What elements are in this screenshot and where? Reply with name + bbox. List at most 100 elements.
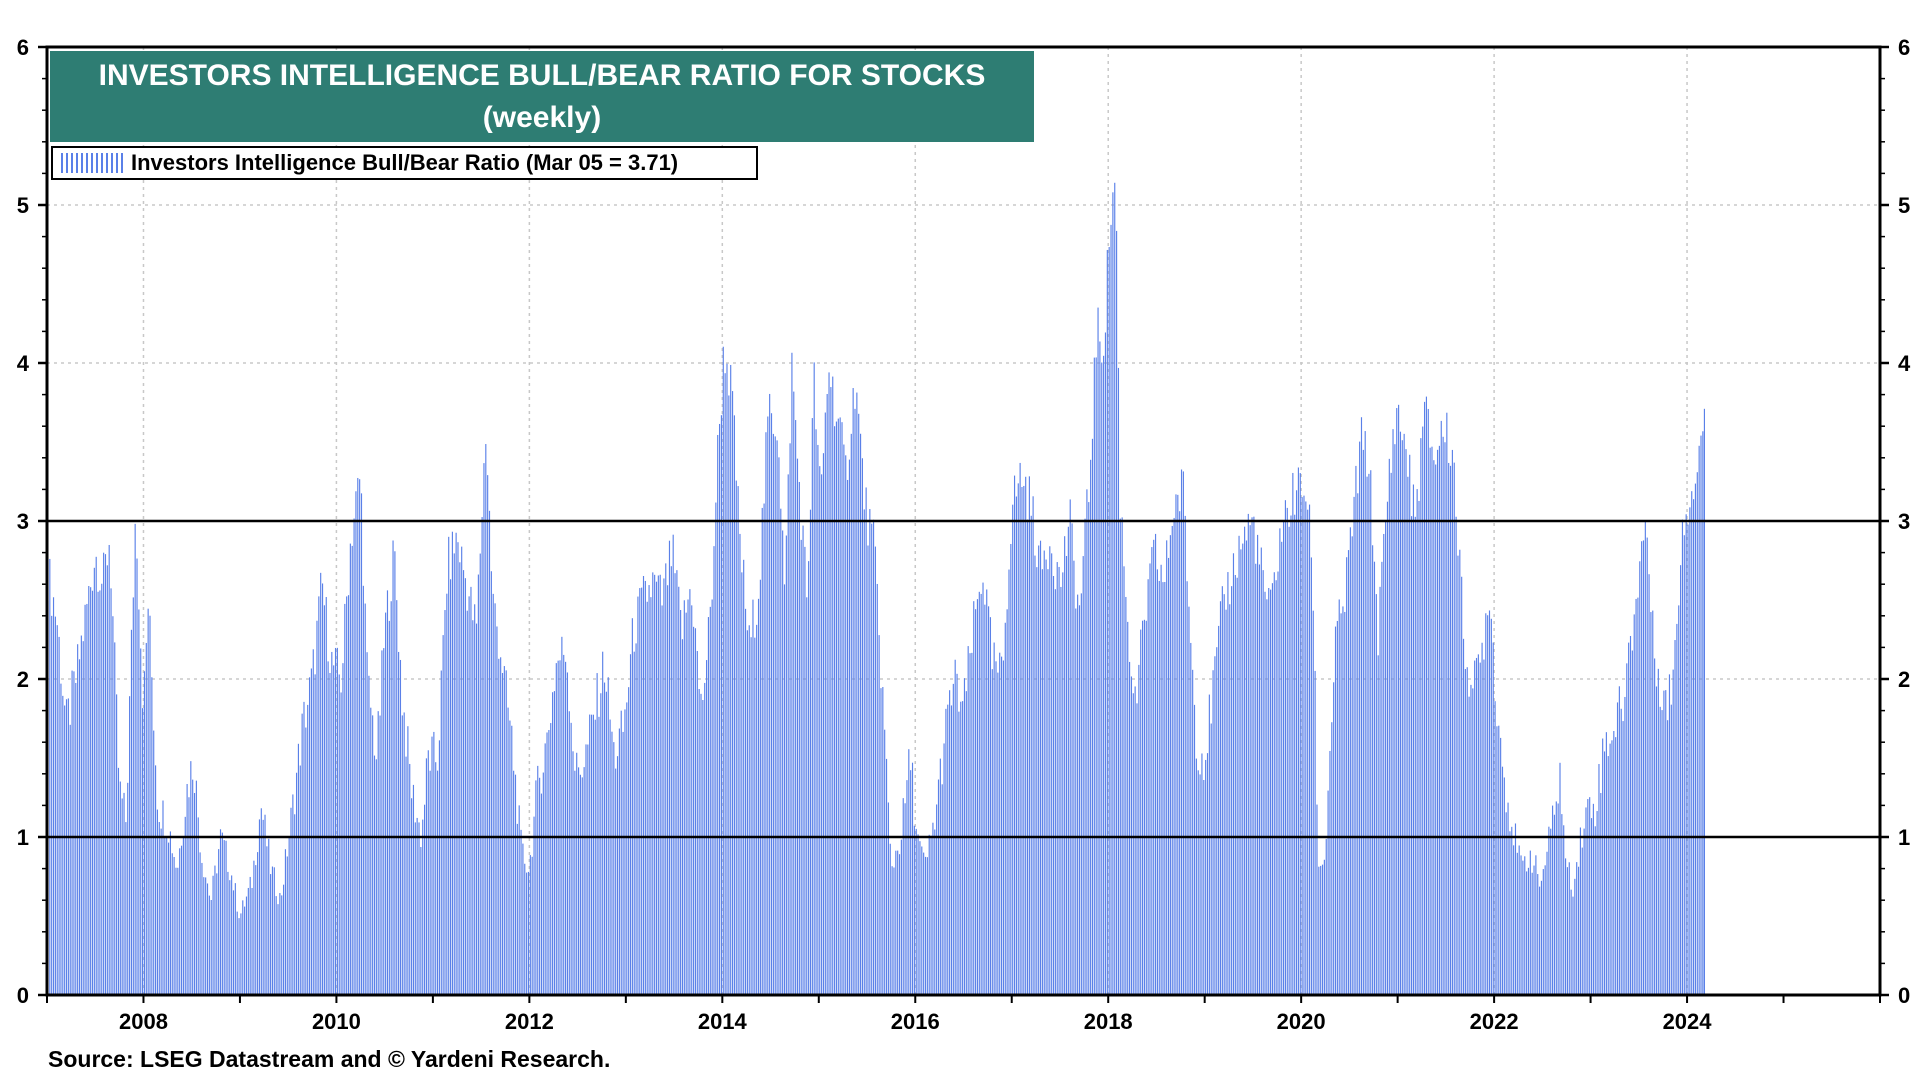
bar bbox=[835, 421, 838, 996]
bar bbox=[1626, 663, 1628, 995]
bar bbox=[982, 582, 984, 995]
bar bbox=[1416, 489, 1418, 995]
bar bbox=[1576, 862, 1578, 995]
bar bbox=[179, 848, 181, 995]
bar bbox=[1557, 803, 1559, 995]
bar bbox=[1153, 539, 1155, 995]
bar bbox=[1652, 610, 1654, 995]
bar bbox=[1077, 594, 1079, 995]
bar bbox=[1372, 545, 1374, 995]
bar bbox=[1149, 563, 1151, 995]
bar bbox=[310, 668, 312, 995]
bar bbox=[82, 641, 84, 995]
bar bbox=[1544, 865, 1546, 995]
bar bbox=[1639, 561, 1641, 995]
bar bbox=[479, 553, 481, 995]
bar bbox=[1650, 612, 1652, 995]
bar bbox=[1566, 867, 1569, 995]
bar bbox=[1418, 500, 1420, 995]
bar bbox=[1459, 549, 1461, 995]
bar bbox=[156, 809, 159, 995]
bar bbox=[934, 829, 936, 995]
bar bbox=[357, 477, 359, 995]
bar bbox=[1637, 597, 1639, 995]
bar bbox=[223, 840, 225, 995]
bar bbox=[637, 596, 639, 995]
bar bbox=[548, 730, 550, 995]
bar bbox=[693, 626, 695, 995]
bar bbox=[1214, 656, 1216, 995]
bar bbox=[398, 651, 400, 995]
bar bbox=[180, 845, 183, 995]
bar bbox=[1321, 864, 1324, 995]
bar bbox=[297, 743, 300, 995]
bar bbox=[1179, 511, 1181, 995]
bar bbox=[962, 701, 964, 995]
bar bbox=[1182, 471, 1184, 995]
bar bbox=[1355, 465, 1357, 996]
bar bbox=[1104, 332, 1107, 995]
bar bbox=[1440, 420, 1442, 995]
bar bbox=[347, 595, 350, 995]
legend-swatch bbox=[61, 153, 123, 173]
bar bbox=[1483, 659, 1485, 995]
bar bbox=[1405, 449, 1407, 995]
bar bbox=[373, 755, 376, 995]
bar bbox=[885, 758, 888, 995]
bar bbox=[748, 625, 750, 995]
bar bbox=[424, 804, 426, 995]
bar bbox=[218, 849, 220, 995]
bar bbox=[995, 661, 997, 995]
bar bbox=[960, 701, 962, 995]
bar bbox=[219, 829, 222, 995]
bar bbox=[579, 774, 582, 995]
bar bbox=[1212, 670, 1214, 995]
bar bbox=[394, 551, 396, 995]
bar bbox=[616, 756, 619, 995]
bar bbox=[422, 819, 424, 995]
bar bbox=[590, 714, 593, 995]
bar bbox=[1596, 811, 1598, 995]
bar bbox=[1448, 462, 1450, 995]
bar bbox=[490, 571, 492, 995]
bar bbox=[1195, 758, 1197, 995]
bar bbox=[672, 534, 674, 995]
bar bbox=[596, 673, 598, 995]
bar bbox=[1587, 799, 1589, 995]
bar bbox=[1130, 676, 1133, 995]
bar bbox=[457, 542, 459, 995]
bar bbox=[683, 600, 685, 995]
bar bbox=[730, 364, 732, 995]
bar bbox=[1624, 696, 1626, 995]
bar bbox=[65, 699, 68, 995]
bar bbox=[1505, 812, 1507, 995]
bar bbox=[848, 459, 851, 995]
bar bbox=[1433, 460, 1435, 996]
bar bbox=[446, 593, 448, 995]
bar bbox=[821, 474, 823, 996]
bar bbox=[1672, 669, 1674, 995]
bar bbox=[1162, 582, 1164, 995]
bar bbox=[531, 856, 533, 995]
bar bbox=[1006, 609, 1008, 995]
bar bbox=[806, 597, 808, 995]
bar bbox=[1449, 465, 1452, 996]
bar bbox=[949, 690, 951, 995]
bar bbox=[1099, 341, 1101, 996]
bar bbox=[980, 593, 982, 995]
bar bbox=[1091, 438, 1094, 995]
bar bbox=[1700, 435, 1702, 995]
bar bbox=[505, 670, 507, 995]
bar bbox=[197, 817, 199, 995]
bar bbox=[540, 793, 543, 995]
bar bbox=[1284, 500, 1287, 995]
bar bbox=[1479, 662, 1481, 995]
y-tick-label-right: 0 bbox=[1898, 983, 1910, 1008]
bar bbox=[1167, 557, 1170, 995]
bar bbox=[1444, 442, 1446, 995]
bar bbox=[331, 651, 333, 995]
bar bbox=[1242, 543, 1244, 995]
bar bbox=[1644, 520, 1646, 995]
bar bbox=[1346, 557, 1348, 995]
bar bbox=[644, 580, 646, 995]
